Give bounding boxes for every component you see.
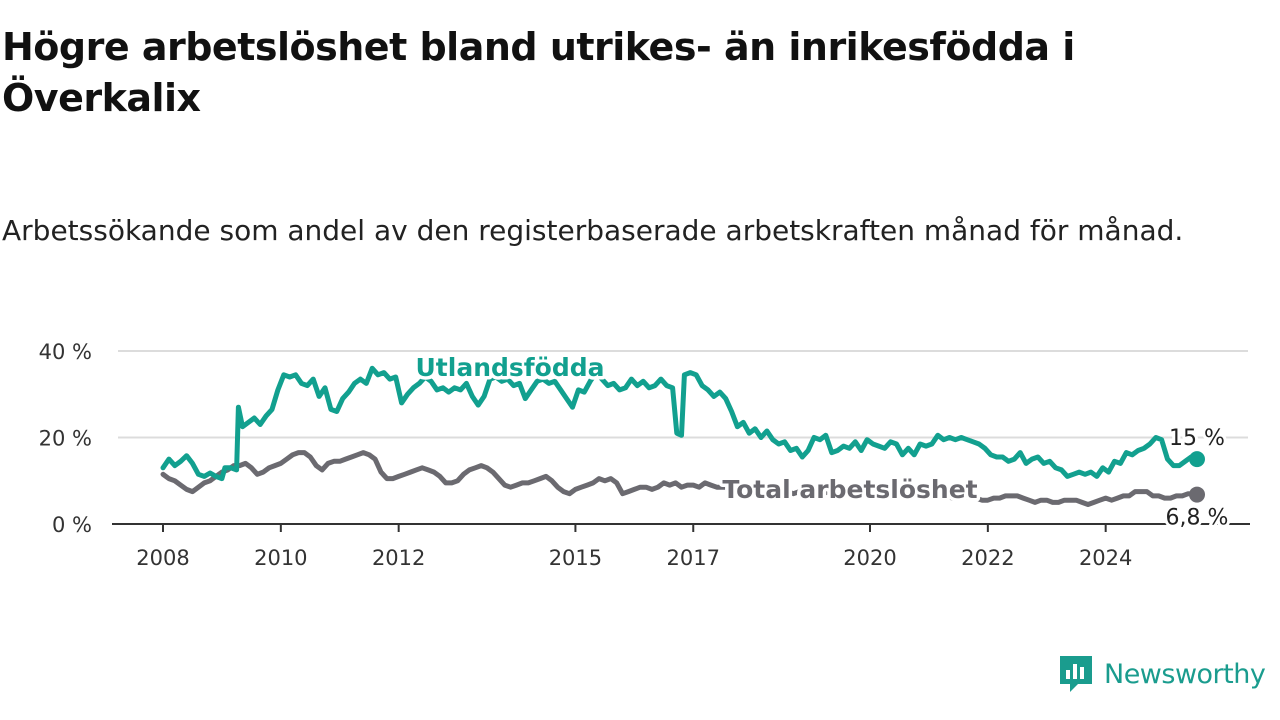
brand-name: Newsworthy bbox=[1104, 658, 1266, 690]
series-lines bbox=[160, 365, 1205, 507]
series-label: Utlandsfödda bbox=[416, 353, 605, 382]
y-tick-label: 20 % bbox=[39, 427, 92, 451]
end-value-label: 6,8 % bbox=[1166, 506, 1229, 531]
x-axis: 2008 2010 2012 2015 2017 2020 2022 2024 bbox=[112, 523, 1250, 570]
series-end-marker bbox=[1189, 486, 1205, 503]
y-tick-label: 0 % bbox=[52, 513, 92, 537]
x-tick-label: 2012 bbox=[372, 546, 425, 570]
newsworthy-brand[interactable]: Newsworthy bbox=[1058, 654, 1266, 694]
x-tick-label: 2008 bbox=[136, 546, 189, 570]
chart-title: Högre arbetslöshet bland utrikes- än inr… bbox=[2, 25, 1075, 120]
gridlines bbox=[118, 350, 1248, 439]
series-line-total-arbetslöshet bbox=[160, 450, 1200, 507]
series-line-utlandsfödda bbox=[160, 365, 1200, 482]
y-axis-labels: 0 % 20 % 40 % bbox=[39, 340, 92, 537]
line-chart: 0 % 20 % 40 % 2008 2010 2012 2015 2017 2020 2022… bbox=[39, 340, 1250, 570]
series-labels: Utlandsfödda 15 % Total arbetslöshet 6,8 % bbox=[412, 350, 1231, 534]
series-end-marker bbox=[1189, 451, 1205, 468]
newsworthy-logo-icon bbox=[1060, 656, 1092, 692]
x-tick-label: 2020 bbox=[843, 546, 896, 570]
x-tick-label: 2022 bbox=[961, 546, 1014, 570]
x-tick-label: 2024 bbox=[1079, 546, 1132, 570]
chart-subtitle: Arbetssökande som andel av den registerb… bbox=[2, 214, 1184, 247]
y-tick-label: 40 % bbox=[39, 340, 92, 364]
series-label: Total arbetslöshet bbox=[722, 475, 977, 504]
end-value-label: 15 % bbox=[1169, 426, 1225, 451]
x-tick-label: 2017 bbox=[667, 546, 720, 570]
x-tick-label: 2015 bbox=[549, 546, 602, 570]
x-tick-label: 2010 bbox=[254, 546, 307, 570]
